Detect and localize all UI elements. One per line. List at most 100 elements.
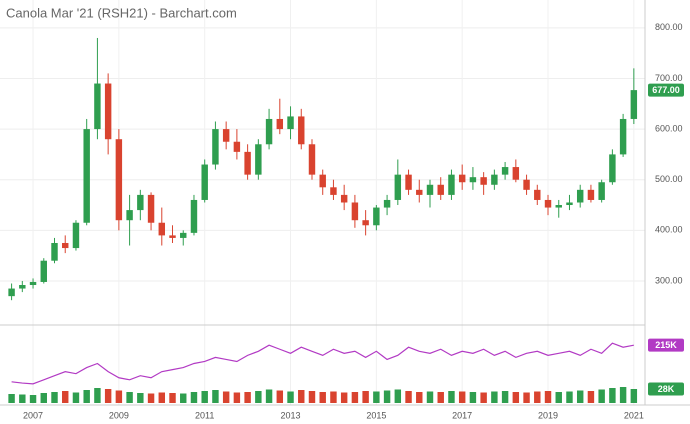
volume-bar <box>104 389 112 403</box>
volume-bar <box>501 391 509 403</box>
volume-label-box <box>648 382 684 396</box>
candle-body <box>480 177 487 185</box>
volume-bar <box>512 392 520 403</box>
candle-body <box>115 139 123 221</box>
candle-body <box>330 187 337 195</box>
volume-bar <box>276 390 284 403</box>
candle-body <box>308 144 316 175</box>
candle-body <box>72 222 80 249</box>
candle-body <box>62 242 69 249</box>
volume-bar <box>40 393 47 403</box>
candle-body <box>598 182 605 200</box>
candle-body <box>255 144 262 175</box>
candle-body <box>469 177 477 183</box>
volume-bar <box>29 395 37 403</box>
y-tick-label: 800.00 <box>655 22 683 32</box>
volume-bar <box>298 390 305 403</box>
volume-bar <box>576 390 584 403</box>
candle-body <box>512 167 520 180</box>
volume-bar <box>255 391 262 403</box>
y-tick-label: 700.00 <box>655 73 683 83</box>
chart-title: Canola Mar '21 (RSH21) - Barchart.com <box>6 5 237 20</box>
volume-bar <box>383 390 391 403</box>
candle-body <box>201 164 208 200</box>
volume-bar <box>555 392 562 403</box>
candle-body <box>458 174 466 183</box>
volume-bar <box>126 392 133 403</box>
y-tick-label: 500.00 <box>655 174 683 184</box>
volume-bar <box>394 389 402 403</box>
volume-bar <box>19 394 26 403</box>
volume-bar <box>319 392 326 403</box>
volume-bar <box>448 391 455 403</box>
volume-bar <box>609 388 616 403</box>
volume-bar <box>340 392 348 403</box>
volume-bar <box>212 390 219 403</box>
candle-body <box>94 83 101 130</box>
candle-body <box>362 220 369 226</box>
volume-bar <box>362 391 369 403</box>
volume-bar <box>566 391 573 403</box>
volume-bar <box>480 392 487 403</box>
volume-bar <box>544 391 552 403</box>
candle-body <box>83 129 90 223</box>
volume-bar <box>619 387 627 403</box>
candle-body <box>29 281 37 286</box>
candle-body <box>158 222 166 236</box>
candle-body <box>437 184 444 195</box>
candle-body <box>40 260 47 282</box>
candle-body <box>576 189 584 203</box>
candle-body <box>51 242 58 261</box>
volume-bar <box>534 391 541 403</box>
candle-body <box>351 202 359 221</box>
volume-bar <box>405 391 412 403</box>
x-tick-label: 2011 <box>195 410 214 420</box>
volume-bar <box>94 388 101 403</box>
candle-body <box>147 194 155 223</box>
candle-body <box>416 189 423 195</box>
volume-bar <box>491 391 498 403</box>
volume-bar <box>201 391 208 403</box>
x-tick-label: 2009 <box>109 410 129 420</box>
volume-bar <box>180 393 187 403</box>
candle-body <box>265 118 273 145</box>
candle-body <box>319 174 326 188</box>
x-tick-label: 2019 <box>538 410 558 420</box>
candle-body <box>394 174 402 200</box>
volume-bar <box>587 391 595 403</box>
volume-bar <box>351 392 359 403</box>
candle-body <box>555 205 562 208</box>
x-tick-label: 2013 <box>281 410 301 420</box>
candle-body <box>212 129 219 165</box>
open-interest-label-box <box>648 338 684 352</box>
volume-bar <box>437 392 444 403</box>
candle-body <box>426 184 434 195</box>
open-interest-label: 215K <box>655 340 677 350</box>
candle-body <box>276 118 284 130</box>
candle-body <box>104 83 112 140</box>
volume-label: 28K <box>658 384 675 394</box>
volume-bar <box>416 392 423 403</box>
candle-body <box>373 207 380 226</box>
volume-bar <box>83 390 90 403</box>
volume-bar <box>222 391 230 403</box>
last-price-label: 677.00 <box>652 85 680 95</box>
candle-body <box>405 174 412 190</box>
volume-bar <box>115 390 123 403</box>
volume-bar <box>265 389 273 403</box>
volume-bar <box>233 392 241 403</box>
candle-body <box>137 194 144 211</box>
volume-bar <box>51 392 58 403</box>
candle-body <box>448 174 455 195</box>
y-tick-label: 400.00 <box>655 225 683 235</box>
y-tick-label: 300.00 <box>655 275 683 285</box>
candle-body <box>383 199 391 208</box>
volume-bar <box>190 392 198 403</box>
candle-body <box>534 189 541 200</box>
volume-bar <box>426 391 434 403</box>
candle-body <box>190 199 198 233</box>
y-tick-label: 600.00 <box>655 123 683 133</box>
candle-body <box>630 90 638 119</box>
